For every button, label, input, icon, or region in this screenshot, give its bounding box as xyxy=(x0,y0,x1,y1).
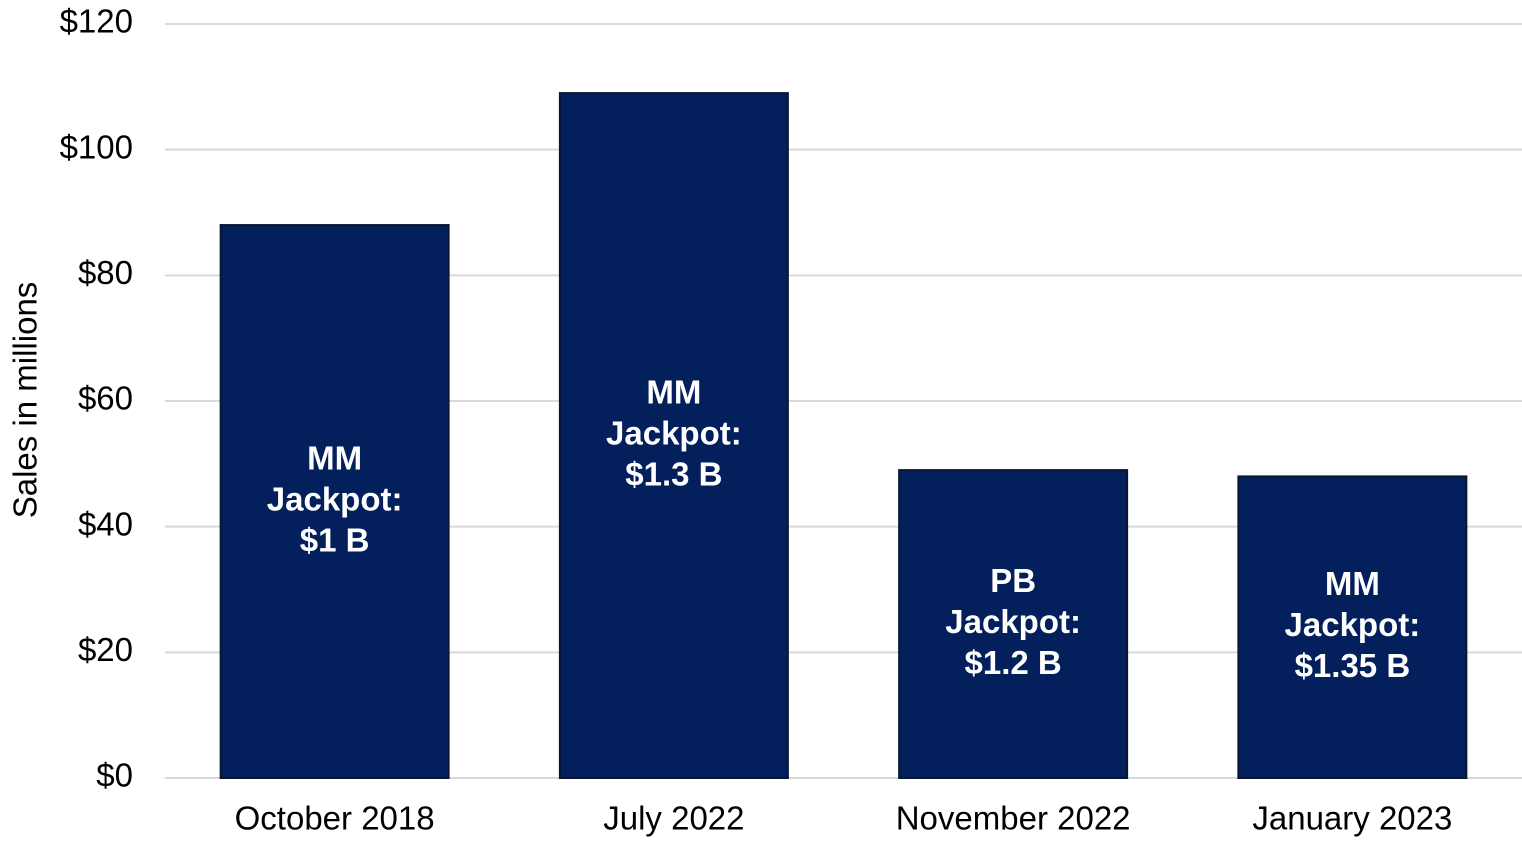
bar-annotation: $1.3 B xyxy=(625,455,722,492)
bar xyxy=(1237,475,1468,779)
y-tick-label: $120 xyxy=(60,3,133,40)
bar-annotation: $1.2 B xyxy=(965,644,1062,681)
bar-annotation: MM xyxy=(307,439,362,476)
bar-annotation: Jackpot: xyxy=(1285,606,1421,643)
bar-annotation: Jackpot: xyxy=(945,603,1081,640)
y-tick-label: $0 xyxy=(96,757,133,794)
bar-annotation: Jackpot: xyxy=(606,414,742,451)
x-tick-label: November 2022 xyxy=(896,800,1131,837)
y-tick-label: $80 xyxy=(78,254,133,291)
x-tick-label: October 2018 xyxy=(235,800,435,837)
bar-annotation: Jackpot: xyxy=(267,480,403,517)
y-tick-label: $100 xyxy=(60,128,133,165)
y-axis-label: Sales in millions xyxy=(7,282,44,519)
bar xyxy=(558,92,789,780)
bar-annotation: $1.35 B xyxy=(1295,647,1411,684)
bar xyxy=(898,469,1129,779)
x-tick-label: January 2023 xyxy=(1252,800,1452,837)
y-tick-label: $20 xyxy=(78,631,133,668)
bar-annotation: MM xyxy=(646,373,701,410)
y-tick-label: $60 xyxy=(78,380,133,417)
bar xyxy=(219,224,450,780)
bar-annotation: MM xyxy=(1325,565,1380,602)
x-tick-label: July 2022 xyxy=(603,800,744,837)
y-tick-label: $40 xyxy=(78,505,133,542)
bar-annotation: $1 B xyxy=(300,521,370,558)
bar-annotation: PB xyxy=(990,562,1036,599)
